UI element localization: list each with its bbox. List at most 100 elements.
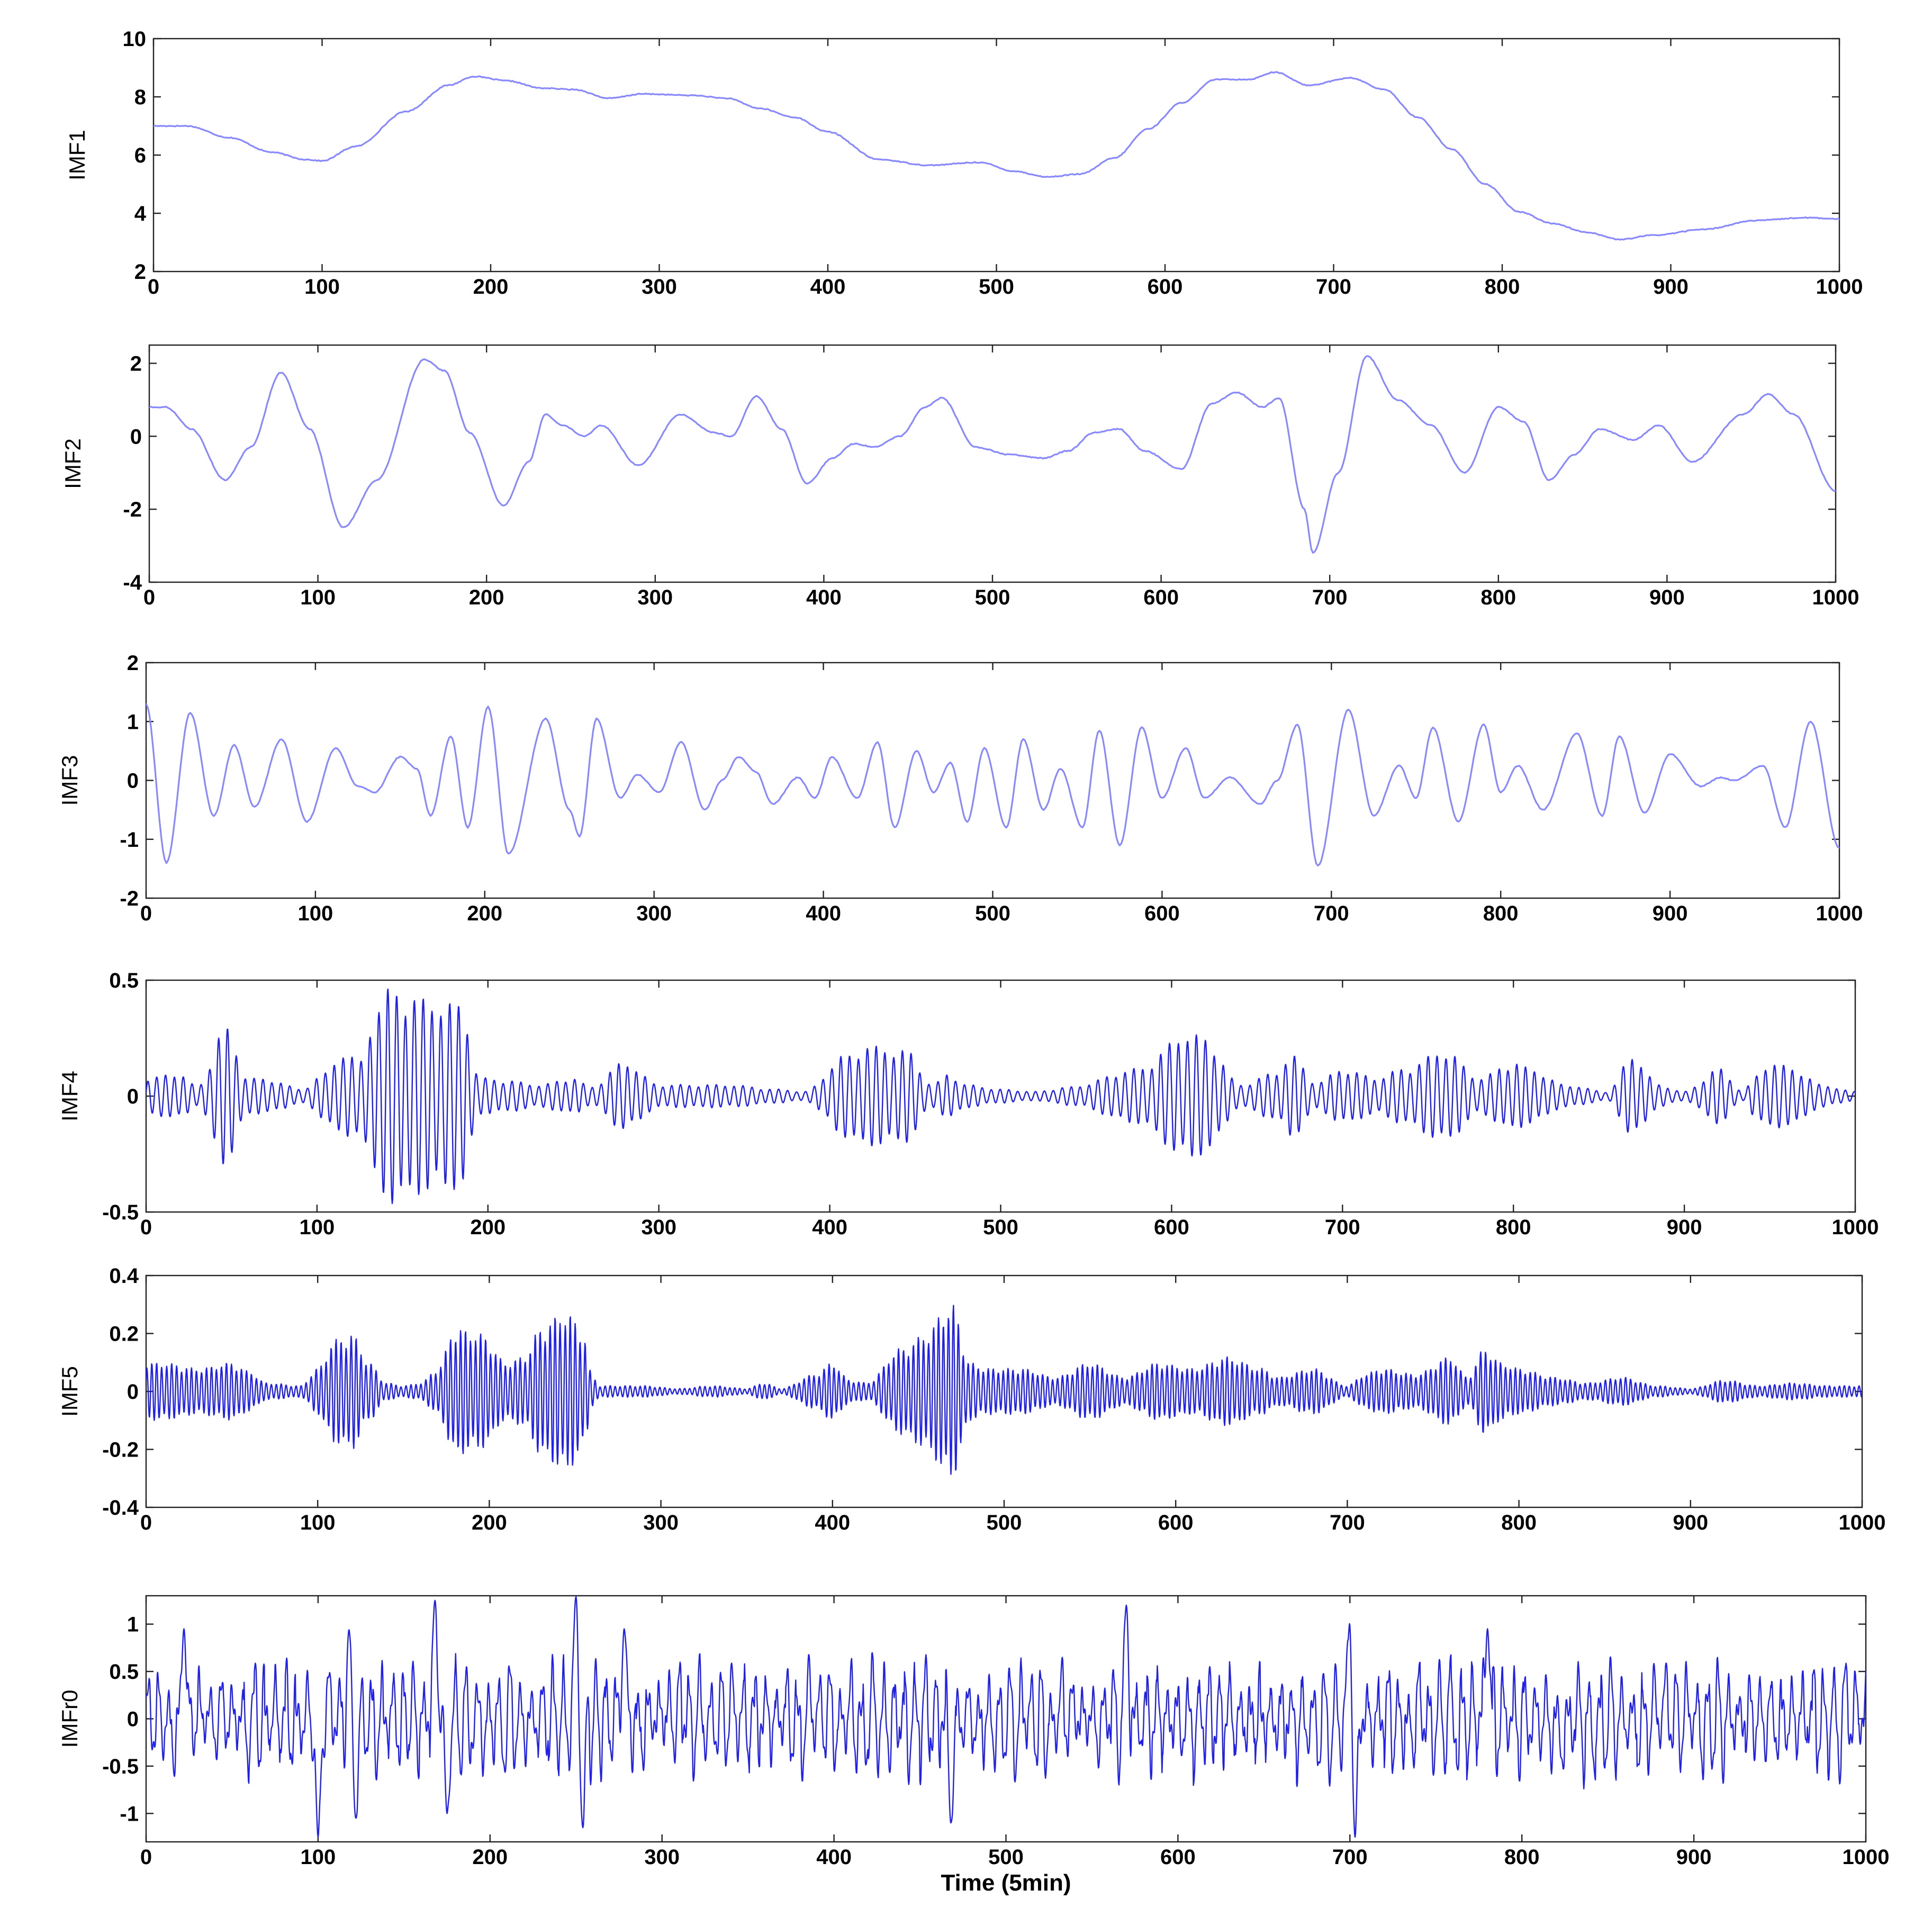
y-tick-label: 2 xyxy=(130,352,142,375)
x-tick-label: 1000 xyxy=(1843,1846,1890,1869)
x-tick-label: 100 xyxy=(304,275,340,299)
x-tick-label: 0 xyxy=(140,1846,152,1869)
y-tick-label: 1 xyxy=(127,710,139,734)
x-tick-label: 700 xyxy=(1312,586,1348,609)
y-tick-label: 2 xyxy=(134,260,146,284)
x-tick-label: 400 xyxy=(806,586,842,609)
y-tick-label: -1 xyxy=(120,828,139,852)
y-tick-label: -0.4 xyxy=(102,1496,139,1520)
x-tick-label: 400 xyxy=(806,902,841,925)
x-tick-label: 0 xyxy=(140,1216,152,1239)
x-tick-label: 500 xyxy=(975,902,1010,925)
x-tick-label: 300 xyxy=(643,1511,679,1534)
x-tick-label: 1000 xyxy=(1832,1216,1879,1239)
y-axis-label: IMF3 xyxy=(57,755,82,806)
panel-imf1: 0 100 200 300 400 500 600 700 800 900 1000 2 4 6 8 10 IM… xyxy=(65,28,1863,299)
y-axis-label: IMF4 xyxy=(57,1071,82,1122)
x-tick-label: 400 xyxy=(810,275,846,299)
y-tick-label: 0.5 xyxy=(109,1660,139,1684)
y-axis-label: IMF5 xyxy=(57,1366,82,1417)
y-tick-label: -0.5 xyxy=(102,1201,139,1224)
y-axis-label: IMFr0 xyxy=(57,1690,82,1748)
x-tick-label: 900 xyxy=(1676,1846,1712,1869)
x-tick-label: 200 xyxy=(472,1511,507,1534)
x-tick-label: 900 xyxy=(1653,902,1688,925)
x-tick-label: 400 xyxy=(815,1511,850,1534)
y-tick-label: 8 xyxy=(134,86,146,109)
x-tick-label: 0 xyxy=(140,1511,152,1534)
x-tick-label: 500 xyxy=(987,1511,1022,1534)
x-tick-label: 300 xyxy=(644,1846,680,1869)
y-tick-label: -4 xyxy=(123,571,142,594)
x-tick-label: 700 xyxy=(1332,1846,1368,1869)
x-tick-label: 1000 xyxy=(1816,902,1863,925)
x-tick-label: 1000 xyxy=(1816,275,1863,299)
x-tick-label: 100 xyxy=(298,902,333,925)
x-tick-label: 400 xyxy=(816,1846,852,1869)
x-tick-label: 700 xyxy=(1325,1216,1360,1239)
panel-imf5: 0 100 200 300 400 500 600 700 800 900 1000 -0.4 -0.2… xyxy=(57,1264,1885,1534)
y-tick-label: 0.5 xyxy=(109,969,139,992)
x-tick-label: 800 xyxy=(1501,1511,1537,1534)
x-tick-label: 300 xyxy=(636,902,672,925)
x-tick-label: 800 xyxy=(1483,902,1519,925)
x-tick-label: 700 xyxy=(1314,902,1349,925)
y-tick-label: 6 xyxy=(134,144,146,167)
x-tick-label: 100 xyxy=(300,586,336,609)
y-tick-label: 0.4 xyxy=(109,1264,139,1288)
x-tick-label: 300 xyxy=(642,275,677,299)
y-axis-label: IMF2 xyxy=(60,438,85,489)
x-axis-label: Time (5min) xyxy=(941,1870,1071,1896)
y-tick-label: -2 xyxy=(123,498,142,521)
x-tick-label: 200 xyxy=(467,902,502,925)
y-tick-label: 0.2 xyxy=(109,1323,139,1346)
x-tick-label: 900 xyxy=(1673,1511,1708,1534)
x-tick-label: 200 xyxy=(472,1846,508,1869)
x-tick-label: 600 xyxy=(1160,1846,1196,1869)
x-tick-label: 900 xyxy=(1653,275,1689,299)
y-tick-label: -0.5 xyxy=(102,1755,139,1778)
y-tick-label: 0 xyxy=(127,770,139,793)
series-line-imf1 xyxy=(154,71,1839,241)
x-tick-label: 500 xyxy=(988,1846,1024,1869)
x-tick-label: 700 xyxy=(1316,275,1351,299)
x-tick-label: 100 xyxy=(301,1846,336,1869)
y-tick-label: 1 xyxy=(127,1613,139,1636)
x-tick-label: 800 xyxy=(1504,1846,1540,1869)
x-tick-label: 900 xyxy=(1649,586,1685,609)
x-tick-label: 500 xyxy=(975,586,1010,609)
x-tick-label: 800 xyxy=(1480,586,1516,609)
y-tick-label: 10 xyxy=(123,28,147,51)
x-tick-label: 300 xyxy=(641,1216,676,1239)
x-tick-label: 600 xyxy=(1154,1216,1189,1239)
x-tick-label: 500 xyxy=(983,1216,1018,1239)
x-tick-label: 0 xyxy=(143,586,155,609)
x-tick-label: 100 xyxy=(300,1511,336,1534)
x-tick-label: 1000 xyxy=(1812,586,1859,609)
series-line-imf2 xyxy=(149,355,1836,554)
x-tick-label: 200 xyxy=(469,586,504,609)
x-tick-label: 800 xyxy=(1485,275,1520,299)
y-tick-label: -0.2 xyxy=(102,1439,139,1462)
x-tick-label: 0 xyxy=(140,902,152,925)
axes-frame xyxy=(152,38,1840,273)
x-tick-label: 0 xyxy=(148,275,159,299)
x-tick-label: 400 xyxy=(812,1216,847,1239)
y-axis-label: IMF1 xyxy=(65,130,89,180)
x-tick-label: 300 xyxy=(637,586,673,609)
y-tick-label: 4 xyxy=(134,202,147,225)
x-tick-label: 200 xyxy=(470,1216,505,1239)
axes-frame xyxy=(145,662,1840,899)
y-tick-label: 0 xyxy=(127,1380,139,1404)
x-tick-label: 100 xyxy=(300,1216,335,1239)
y-tick-label: 2 xyxy=(127,652,139,675)
panel-imf3: 0 100 200 300 400 500 600 700 800 900 1000 -2 -1 0 1 2 I… xyxy=(57,652,1863,925)
series-line-imf3 xyxy=(146,703,1839,866)
series-line-imf4 xyxy=(146,988,1855,1205)
x-tick-label: 600 xyxy=(1158,1511,1194,1534)
x-tick-label: 500 xyxy=(979,275,1014,299)
y-tick-label: 0 xyxy=(127,1708,139,1731)
x-tick-label: 800 xyxy=(1496,1216,1531,1239)
series-line-imf5 xyxy=(146,1305,1862,1475)
